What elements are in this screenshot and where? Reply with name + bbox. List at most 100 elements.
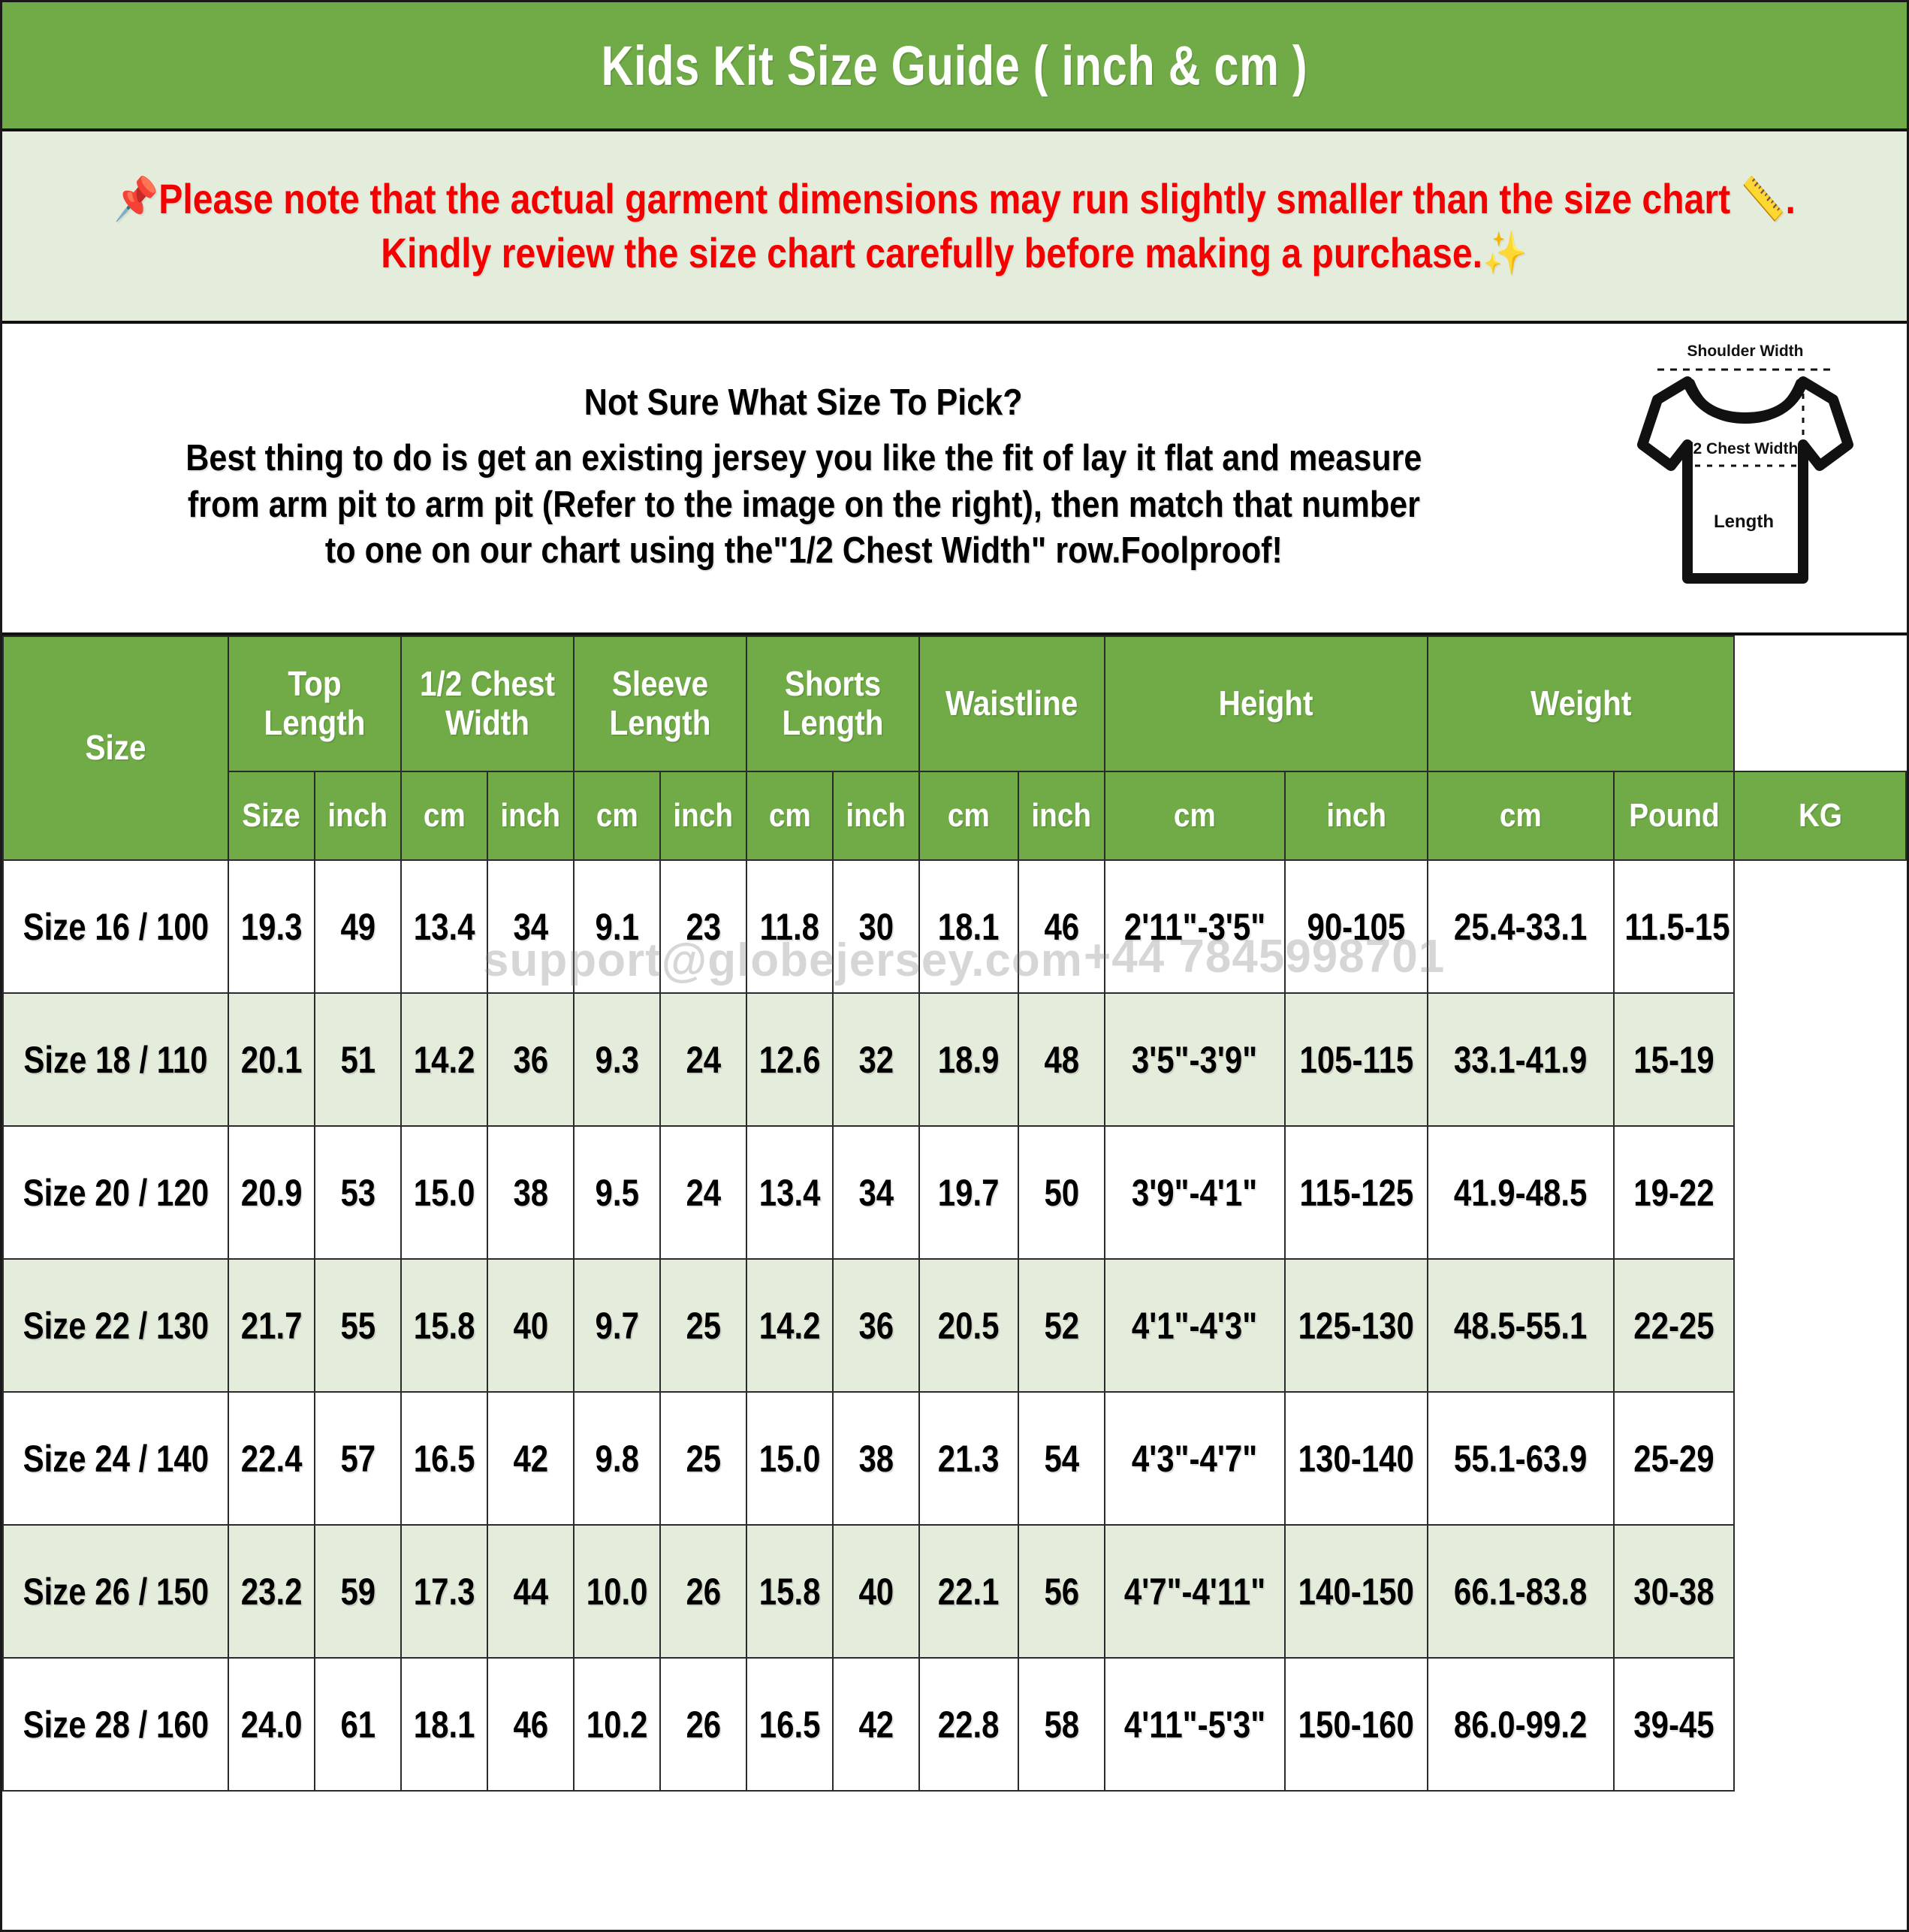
cell-waist-cm-text: 54 xyxy=(1044,1437,1079,1480)
cell-weight-pound: 41.9-48.5 xyxy=(1427,1125,1615,1260)
half-chest-width-label: 1/2 Chest Width xyxy=(1680,440,1798,457)
unit-header-shorts-inch: inch xyxy=(831,771,921,861)
cell-waist-cm: 48 xyxy=(1018,992,1106,1127)
cell-weight-pound-text: 33.1-41.9 xyxy=(1454,1038,1588,1081)
cell-top-length-cm-text: 57 xyxy=(340,1437,375,1480)
cell-height-inch-text: 4'1"-4'3" xyxy=(1132,1304,1258,1347)
tshirt-icon: Shoulder Width 1/2 Chest Width Length xyxy=(1637,343,1853,584)
cell-sleeve-cm-text: 24 xyxy=(686,1038,721,1081)
cell-chest-inch: 17.3 xyxy=(400,1524,488,1659)
table-row: Size 18 / 110 20.1 51 14.2 36 9.3 24 12.6 32 18.9… xyxy=(2,992,1906,1127)
tshirt-collar xyxy=(1686,378,1805,424)
col-group-half-chest-width-label: 1/2 Chest Width xyxy=(420,664,555,742)
cell-weight-pound: 33.1-41.9 xyxy=(1427,992,1615,1127)
cell-waist-inch-text: 18.9 xyxy=(938,1038,1000,1081)
col-group-top-length: Top Length xyxy=(228,635,402,772)
col-group-size-label: Size xyxy=(85,728,146,768)
cell-sleeve-cm-text: 23 xyxy=(686,905,721,948)
cell-shorts-inch: 13.4 xyxy=(746,1125,834,1260)
cell-shorts-inch-text: 16.5 xyxy=(758,1703,821,1746)
cell-waist-inch-text: 20.5 xyxy=(938,1304,1000,1347)
cell-top-length-cm: 61 xyxy=(314,1657,402,1792)
table-row: Size 26 / 150 23.2 59 17.3 44 10.0 26 15.8 40 22.… xyxy=(2,1524,1906,1659)
cell-sleeve-cm: 24 xyxy=(659,1125,747,1260)
cell-shorts-inch: 15.8 xyxy=(746,1524,834,1659)
unit-header-height-inch-label: inch xyxy=(1326,797,1386,834)
table-row: Size 24 / 140 22.4 57 16.5 42 9.8 25 15.0 38 21.3… xyxy=(2,1391,1906,1526)
cell-waist-cm: 56 xyxy=(1018,1524,1106,1659)
page-title: Kids Kit Size Guide ( inch & cm ) xyxy=(601,34,1308,97)
cell-chest-inch: 14.2 xyxy=(400,992,488,1127)
cell-top-length-inch: 20.9 xyxy=(228,1125,315,1260)
tshirt-measurement-diagram: Shoulder Width 1/2 Chest Width Length xyxy=(1591,324,1907,632)
cell-height-inch-text: 4'3"-4'7" xyxy=(1132,1437,1258,1480)
cell-height-inch-text: 2'11"-3'5" xyxy=(1123,905,1266,948)
table-row: Size 20 / 120 20.9 53 15.0 38 9.5 24 13.4 34 19.7… xyxy=(2,1125,1906,1260)
cell-top-length-cm: 57 xyxy=(314,1391,402,1526)
col-group-top-length-label: Top Length xyxy=(264,664,366,742)
cell-weight-pound-text: 55.1-63.9 xyxy=(1454,1437,1588,1480)
unit-header-top-length-cm: cm xyxy=(400,771,488,861)
cell-chest-cm: 36 xyxy=(487,992,575,1127)
cell-size-text: Size 18 / 110 xyxy=(23,1038,208,1081)
cell-waist-cm-text: 58 xyxy=(1044,1703,1079,1746)
cell-chest-cm: 38 xyxy=(487,1125,575,1260)
unit-header-waist-cm: cm xyxy=(1104,771,1286,861)
cell-chest-cm-text: 42 xyxy=(513,1437,548,1480)
cell-height-inch-text: 4'11"-5'3" xyxy=(1123,1703,1266,1746)
cell-weight-kg: 25-29 xyxy=(1613,1391,1736,1526)
unit-header-weight-pound-label: Pound xyxy=(1628,797,1720,834)
cell-height-cm-text: 125-130 xyxy=(1298,1304,1415,1347)
cell-shorts-inch-text: 14.2 xyxy=(758,1304,821,1347)
unit-header-sleeve-inch: inch xyxy=(659,771,747,861)
cell-height-inch-text: 3'5"-3'9" xyxy=(1132,1038,1258,1081)
pushpin-icon: 📌 xyxy=(113,175,159,223)
cell-waist-cm: 46 xyxy=(1018,859,1106,994)
length-label: Length xyxy=(1714,512,1774,532)
cell-shorts-inch-text: 13.4 xyxy=(758,1171,821,1214)
unit-header-shorts-cm-label: cm xyxy=(948,797,990,834)
notice-line-2: Kindly review the size chart carefully b… xyxy=(381,226,1528,280)
cell-weight-kg: 30-38 xyxy=(1613,1524,1736,1659)
cell-top-length-cm-text: 59 xyxy=(340,1570,375,1613)
cell-shorts-cm-text: 36 xyxy=(858,1304,894,1347)
cell-top-length-inch-text: 23.2 xyxy=(240,1570,303,1613)
cell-chest-cm: 46 xyxy=(487,1657,575,1792)
cell-waist-cm-text: 50 xyxy=(1044,1171,1079,1214)
cell-waist-inch-text: 18.1 xyxy=(938,905,1000,948)
cell-shorts-cm-text: 34 xyxy=(858,1171,894,1214)
unit-header-sleeve-inch-label: inch xyxy=(673,797,734,834)
unit-header-chest-inch-label: inch xyxy=(500,797,561,834)
help-heading: Not Sure What Size To Pick? xyxy=(584,382,1023,423)
cell-height-inch: 3'9"-4'1" xyxy=(1104,1125,1286,1260)
cell-height-cm-text: 105-115 xyxy=(1299,1038,1413,1081)
cell-sleeve-inch-text: 9.7 xyxy=(595,1304,639,1347)
cell-size: Size 16 / 100 xyxy=(2,859,229,994)
cell-shorts-inch-text: 15.0 xyxy=(758,1437,821,1480)
cell-chest-inch: 18.1 xyxy=(400,1657,488,1792)
table-row: Size 22 / 130 21.7 55 15.8 40 9.7 25 14.2 36 20.5… xyxy=(2,1258,1906,1393)
unit-header-top-length-inch-label: inch xyxy=(327,797,388,834)
page-title-bar: Kids Kit Size Guide ( inch & cm ) xyxy=(2,2,1907,131)
cell-size-text: Size 26 / 150 xyxy=(23,1570,209,1613)
cell-height-cm-text: 115-125 xyxy=(1299,1171,1413,1214)
cell-height-cm-text: 140-150 xyxy=(1298,1570,1415,1613)
cell-top-length-inch: 20.1 xyxy=(228,992,315,1127)
notice-line-2-text: Kindly review the size chart carefully b… xyxy=(381,229,1483,276)
cell-size: Size 28 / 160 xyxy=(2,1657,229,1792)
cell-chest-cm-text: 38 xyxy=(513,1171,548,1214)
cell-chest-cm-text: 34 xyxy=(513,905,548,948)
cell-waist-inch-text: 22.1 xyxy=(938,1570,1000,1613)
cell-size-text: Size 24 / 140 xyxy=(23,1437,209,1480)
cell-weight-kg-text: 15-19 xyxy=(1633,1038,1714,1081)
cell-height-inch: 4'3"-4'7" xyxy=(1104,1391,1286,1526)
cell-sleeve-cm: 23 xyxy=(659,859,747,994)
table-row: Size 28 / 160 24.0 61 18.1 46 10.2 26 16.5 42 22.… xyxy=(2,1657,1906,1792)
cell-waist-cm: 50 xyxy=(1018,1125,1106,1260)
cell-size: Size 24 / 140 xyxy=(2,1391,229,1526)
col-group-weight: Weight xyxy=(1427,635,1736,772)
cell-shorts-cm: 34 xyxy=(831,1125,921,1260)
unit-header-shorts-inch-label: inch xyxy=(846,797,906,834)
cell-chest-inch: 15.8 xyxy=(400,1258,488,1393)
unit-header-waist-cm-label: cm xyxy=(1174,797,1216,834)
